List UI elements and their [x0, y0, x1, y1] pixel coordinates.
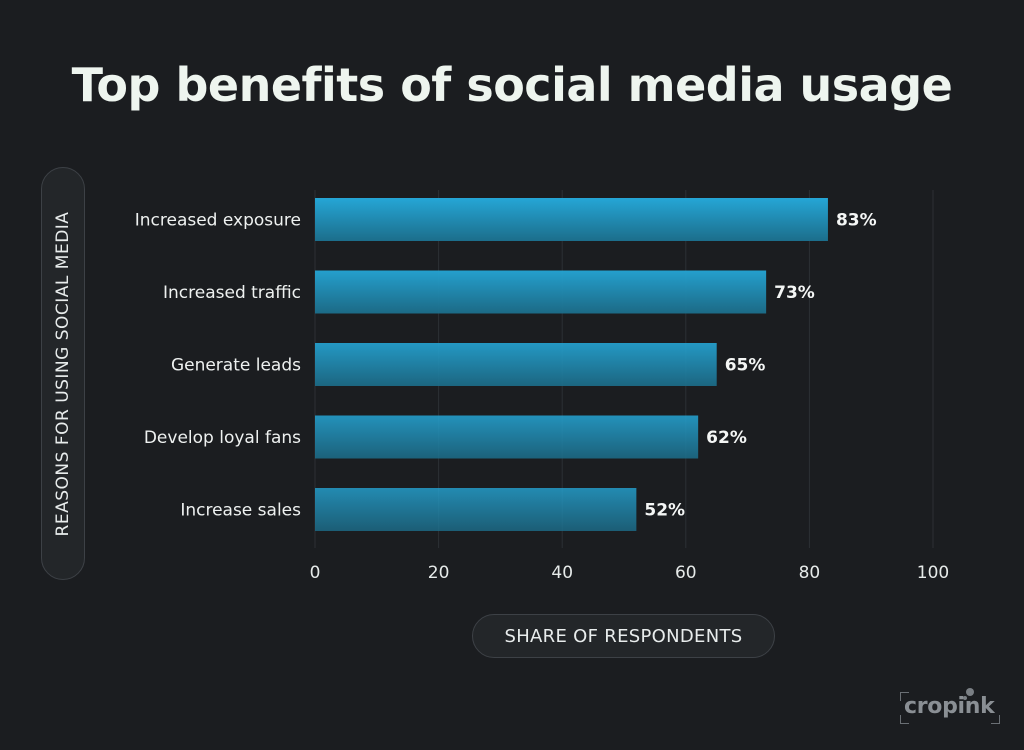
category-label: Increase sales [180, 501, 301, 521]
x-axis-label-pill: SHARE OF RESPONDENTS [472, 614, 775, 658]
cropink-logo: cropink [900, 686, 1000, 726]
x-tick-label: 20 [428, 563, 450, 583]
category-label: Increased traffic [163, 283, 301, 303]
bar [315, 488, 637, 531]
bar [315, 343, 717, 386]
data-label: 73% [774, 283, 815, 303]
x-tick-label: 40 [551, 563, 573, 583]
bar [315, 415, 699, 459]
bar [315, 198, 828, 241]
data-label: 65% [725, 356, 766, 376]
data-label: 62% [706, 428, 747, 448]
category-label: Generate leads [171, 356, 301, 376]
category-label: Develop loyal fans [144, 428, 301, 448]
x-tick-label: 0 [310, 563, 321, 583]
x-axis-label: SHARE OF RESPONDENTS [504, 625, 743, 647]
x-tick-label: 80 [799, 563, 821, 583]
bar [315, 270, 767, 314]
logo-dots-icon [963, 688, 974, 700]
y-axis-label-pill: REASONS FOR USING SOCIAL MEDIA [41, 167, 85, 580]
x-tick-label: 60 [675, 563, 697, 583]
data-label: 52% [644, 501, 685, 521]
data-label: 83% [836, 211, 877, 231]
category-label: Increased exposure [135, 211, 301, 231]
logo-text: cropink [904, 694, 995, 719]
chart-title: Top benefits of social media usage [71, 58, 953, 112]
x-tick-label: 100 [917, 563, 949, 583]
